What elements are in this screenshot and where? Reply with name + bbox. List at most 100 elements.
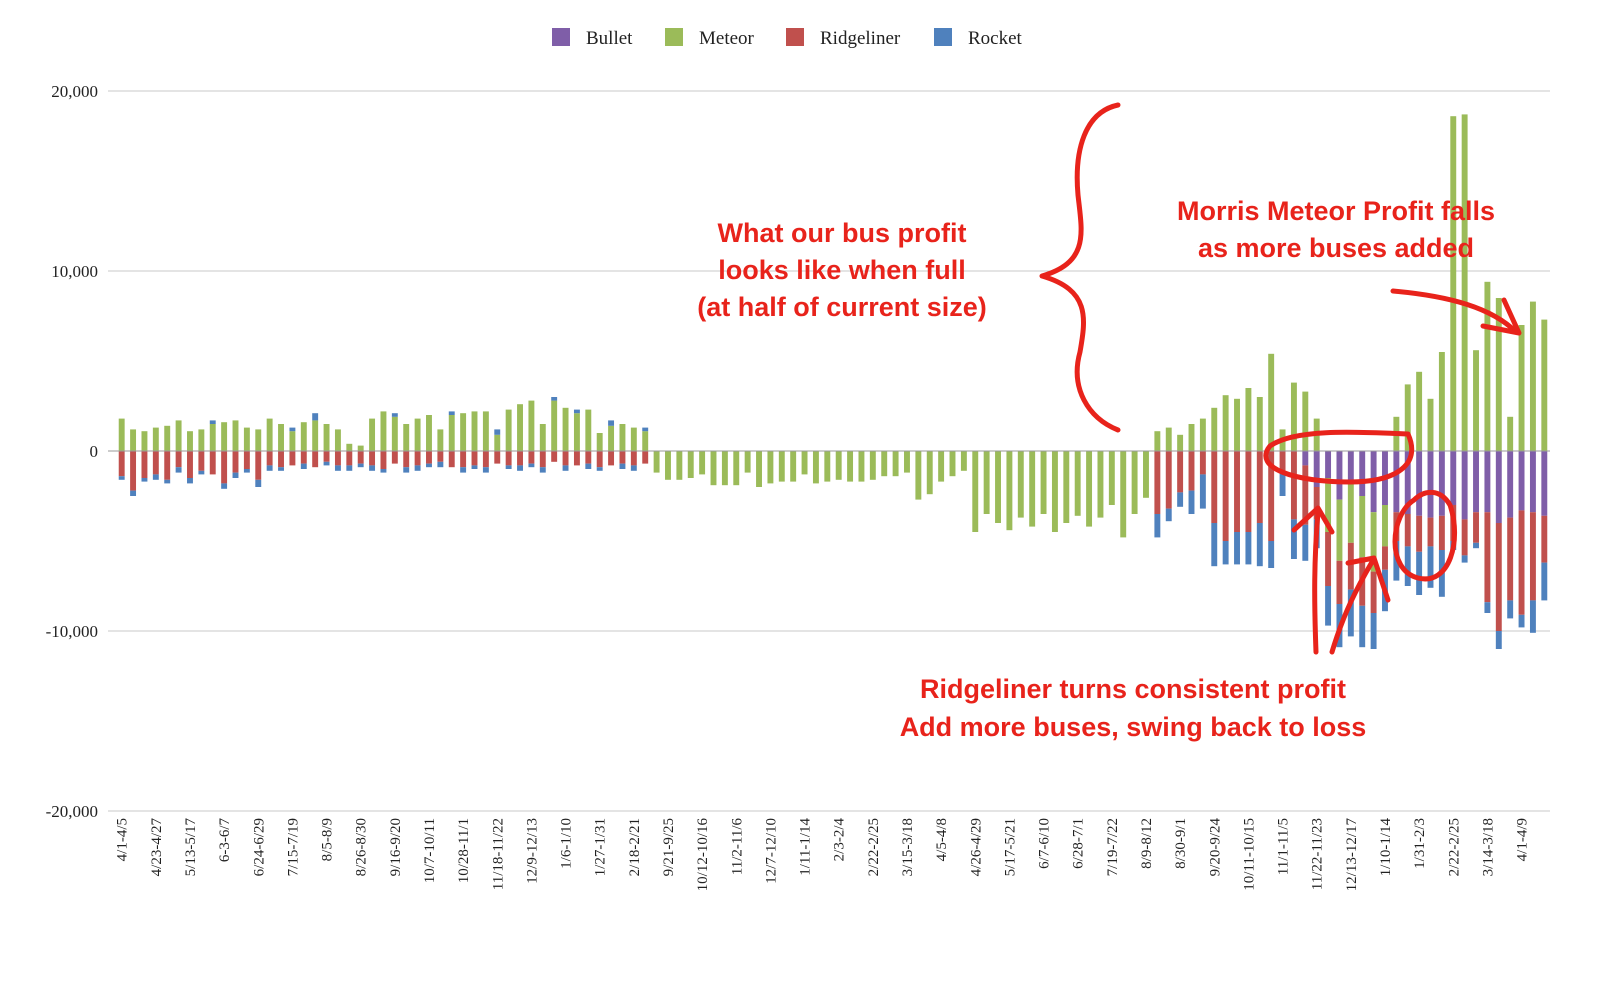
bar-meteor bbox=[437, 429, 444, 451]
legend-swatch-rocket bbox=[934, 28, 952, 46]
bar-ridgeliner bbox=[528, 451, 535, 464]
bar-rocket bbox=[198, 470, 205, 475]
x-tick-label: 3/15-3/18 bbox=[900, 818, 916, 876]
bar-meteor bbox=[1097, 451, 1104, 518]
bar-ridgeliner bbox=[1256, 451, 1263, 523]
bar-rocket bbox=[323, 461, 330, 466]
y-tick-label: 20,000 bbox=[51, 82, 98, 101]
arrow-meteor-decline bbox=[1390, 288, 1519, 335]
bar-bullet bbox=[1518, 451, 1525, 511]
bar-meteor bbox=[1234, 398, 1240, 451]
bar-meteor bbox=[665, 451, 671, 480]
x-tick-label: 2/3-2/4 bbox=[832, 818, 848, 862]
bar-rocket bbox=[1211, 523, 1218, 567]
bar-meteor bbox=[1359, 496, 1366, 558]
bar-meteor bbox=[1199, 418, 1206, 451]
bar-rocket bbox=[1370, 613, 1377, 649]
bar-rocket bbox=[448, 411, 455, 415]
bar-ridgeliner bbox=[300, 451, 307, 464]
bar-rocket bbox=[1461, 555, 1468, 563]
x-tick-label: 2/22-2/25 bbox=[1446, 818, 1462, 876]
arrow-to-profit-zone-head bbox=[1291, 505, 1335, 535]
bar-meteor bbox=[1290, 382, 1297, 451]
bar-bullet bbox=[1336, 451, 1343, 500]
bar-meteor bbox=[1416, 371, 1423, 451]
bar-meteor bbox=[1438, 352, 1445, 451]
x-tick-label: 2/22-2/25 bbox=[866, 818, 882, 876]
bar-meteor bbox=[209, 424, 216, 451]
x-tick-label: 6/7-6/10 bbox=[1037, 818, 1053, 869]
x-tick-label: 7/19-7/22 bbox=[1105, 818, 1121, 876]
bar-meteor bbox=[1074, 451, 1081, 516]
bar-ridgeliner bbox=[1211, 451, 1218, 523]
bar-meteor bbox=[289, 431, 296, 451]
bar-meteor bbox=[1302, 391, 1309, 451]
bar-rocket bbox=[312, 413, 319, 421]
legend-swatch-ridgeliner bbox=[786, 28, 804, 46]
y-tick-label: 10,000 bbox=[51, 262, 98, 281]
bar-bullet bbox=[1484, 451, 1491, 513]
x-tick-label: 12/9-12/13 bbox=[524, 818, 540, 884]
bar-ridgeliner bbox=[357, 451, 364, 464]
bar-rocket bbox=[608, 420, 615, 426]
x-tick-label: 2/18-2/21 bbox=[627, 818, 643, 876]
x-tick-label: 1/11-1/14 bbox=[798, 818, 814, 876]
bar-rocket bbox=[494, 429, 501, 435]
bar-ridgeliner bbox=[403, 451, 410, 468]
bar-meteor bbox=[369, 418, 376, 451]
bar-meteor bbox=[198, 429, 205, 451]
bar-ridgeliner bbox=[1222, 451, 1229, 541]
bar-meteor bbox=[312, 420, 319, 451]
bar-ridgeliner bbox=[505, 451, 512, 466]
bar-rocket bbox=[426, 463, 432, 468]
bar-bullet bbox=[1313, 451, 1320, 487]
bar-meteor bbox=[926, 451, 933, 495]
bar-meteor bbox=[847, 451, 854, 482]
bar-bullet bbox=[1347, 451, 1354, 484]
x-tick-label: 11/18-11/22 bbox=[490, 818, 506, 890]
bar-meteor bbox=[596, 433, 603, 451]
bar-ridgeliner bbox=[1518, 510, 1525, 615]
bar-rocket bbox=[175, 467, 182, 473]
bar-rocket bbox=[1177, 492, 1184, 507]
x-tick-label: 5/13-5/17 bbox=[183, 818, 199, 877]
legend-item-rocket: Rocket bbox=[934, 28, 1023, 49]
legend-label-ridgeliner: Ridgeliner bbox=[820, 28, 901, 49]
bar-meteor bbox=[391, 416, 398, 451]
bar-rocket bbox=[278, 467, 284, 471]
bar-ridgeliner bbox=[1507, 517, 1514, 601]
legend-item-bullet: Bullet bbox=[552, 28, 633, 49]
bar-bullet bbox=[1416, 451, 1423, 516]
x-tick-label: 12/7-12/10 bbox=[763, 818, 779, 884]
x-tick-label: 11/2-11/6 bbox=[729, 818, 745, 876]
bar-rocket bbox=[357, 463, 364, 468]
bar-ridgeliner bbox=[266, 451, 273, 466]
bar-meteor bbox=[1461, 114, 1468, 452]
bar-meteor bbox=[346, 443, 353, 451]
bar-meteor bbox=[881, 451, 888, 477]
bar-ridgeliner bbox=[437, 451, 444, 462]
bar-ridgeliner bbox=[1154, 451, 1161, 514]
bar-rocket bbox=[1234, 532, 1240, 565]
bar-bullet bbox=[1461, 451, 1468, 520]
legend-label-meteor: Meteor bbox=[699, 28, 755, 49]
annotation-line: (at half of current size) bbox=[697, 292, 987, 322]
arrow-to-loss-zone-head bbox=[1345, 555, 1391, 603]
x-tick-label: 1/27-1/31 bbox=[593, 818, 609, 876]
bar-meteor bbox=[403, 424, 410, 451]
bar-ridgeliner bbox=[1188, 451, 1195, 491]
bar-rocket bbox=[1325, 586, 1332, 626]
bar-meteor bbox=[152, 427, 159, 451]
bar-rocket bbox=[334, 465, 341, 471]
curly-brace-mark bbox=[1039, 102, 1121, 433]
bar-meteor bbox=[1473, 350, 1479, 451]
bar-ridgeliner bbox=[141, 451, 148, 478]
bar-ridgeliner bbox=[1473, 512, 1479, 543]
annotation-full-bus-profit: What our bus profit looks like when full… bbox=[697, 218, 987, 322]
bar-meteor bbox=[300, 422, 307, 451]
x-tick-label: 9/20-9/24 bbox=[1207, 818, 1223, 877]
bar-ridgeliner bbox=[1325, 532, 1332, 586]
x-tick-label: 6/28-7/1 bbox=[1071, 818, 1087, 869]
annotation-line: Ridgeliner turns consistent profit bbox=[920, 674, 1346, 704]
